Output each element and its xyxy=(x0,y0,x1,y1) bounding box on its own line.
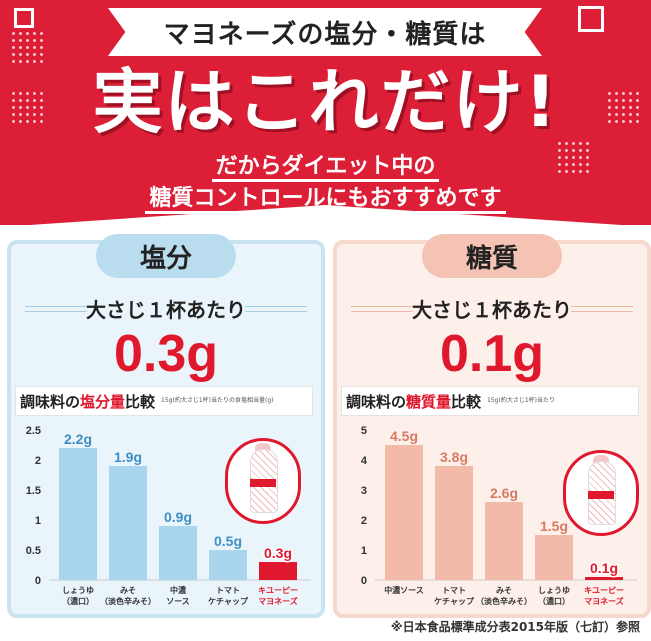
subtitle-line-1: だからダイエット中の xyxy=(0,152,651,182)
x-tick-label: ケチャップ xyxy=(434,596,475,606)
cmp-prefix: 調味料の xyxy=(20,392,81,411)
y-tick-label: 1 xyxy=(361,545,367,557)
x-tick-label: キユーピー xyxy=(258,585,298,595)
bar xyxy=(159,526,197,580)
x-tick-label: しょうゆ xyxy=(62,586,94,595)
salt-amount: 0.3g xyxy=(113,325,219,383)
x-tick-label: しょうゆ xyxy=(538,586,570,595)
x-tick-label: （濃口） xyxy=(62,596,94,606)
data-label: 1.5g xyxy=(540,518,568,534)
salt-tag: 塩分 xyxy=(96,234,236,278)
y-tick-label: 0 xyxy=(35,575,41,587)
y-tick-label: 1 xyxy=(35,515,41,527)
mayonnaise-bottle-icon xyxy=(225,438,301,524)
bar xyxy=(585,577,623,580)
data-label: 0.9g xyxy=(164,509,192,525)
per-spoon-label: 大さじ１杯あたり xyxy=(337,294,647,323)
footnote: ※日本食品標準成分表2015年版（七訂）参照 xyxy=(390,620,640,634)
data-label: 0.3g xyxy=(264,545,292,561)
x-tick-label: 中濃ソース xyxy=(384,585,424,595)
y-tick-label: 0 xyxy=(361,575,367,587)
y-tick-label: 0.5 xyxy=(26,545,41,557)
cmp-suffix: 比較 xyxy=(125,392,156,411)
cmp-highlight: 塩分量 xyxy=(80,392,126,411)
cmp-prefix: 調味料の xyxy=(346,392,407,411)
cmp-note: 15g(約大さじ1杯)当たりの食塩相当量(g) xyxy=(161,397,274,404)
x-tick-label: マヨネーズ xyxy=(584,596,624,606)
y-tick-label: 3 xyxy=(361,485,367,497)
dot-pattern-icon xyxy=(10,30,44,64)
y-tick-label: 2 xyxy=(35,455,41,467)
x-tick-label: マヨネーズ xyxy=(258,596,298,606)
y-tick-label: 2 xyxy=(361,515,367,527)
x-tick-label: キユーピー xyxy=(584,585,624,595)
x-tick-label: トマト xyxy=(442,586,466,595)
y-tick-label: 2.5 xyxy=(26,425,41,437)
x-tick-label: （淡色辛みそ） xyxy=(476,596,532,606)
mayonnaise-bottle-icon xyxy=(563,450,639,536)
data-label: 2.2g xyxy=(64,431,92,447)
sugar-tag: 糖質 xyxy=(422,234,562,278)
x-tick-label: 中濃 xyxy=(170,585,187,595)
x-tick-label: ケチャップ xyxy=(208,596,249,606)
x-tick-label: （淡色辛みそ） xyxy=(100,596,156,606)
dot-pattern-icon xyxy=(556,140,590,174)
data-label: 4.5g xyxy=(390,428,418,444)
x-tick-label: ソース xyxy=(166,597,190,606)
sugar-comparison-header: 調味料の糖質量比較 15g(約大さじ1杯)当たり xyxy=(341,386,639,416)
square-frame-icon xyxy=(578,6,604,32)
cmp-highlight: 糖質量 xyxy=(406,392,452,411)
y-tick-label: 4 xyxy=(361,455,368,467)
salt-comparison-header: 調味料の塩分量比較 15g(約大さじ1杯)当たりの食塩相当量(g) xyxy=(15,386,313,416)
x-tick-label: （濃口） xyxy=(538,596,570,606)
hero-banner: マヨネーズの塩分・糖質は 実はこれだけ! だからダイエット中の 糖質コントロール… xyxy=(0,0,651,225)
bar xyxy=(485,502,523,580)
bar xyxy=(209,550,247,580)
y-tick-label: 5 xyxy=(361,425,367,437)
data-label: 3.8g xyxy=(440,449,468,465)
bar xyxy=(535,535,573,580)
salt-panel: 塩分 大さじ１杯あたり 0.3g 調味料の塩分量比較 15g(約大さじ1杯)当た… xyxy=(7,234,325,618)
data-label: 1.9g xyxy=(114,449,142,465)
data-label: 0.5g xyxy=(214,533,242,549)
sugar-amount: 0.1g xyxy=(439,325,545,383)
salt-bar-chart: 0 0.5 1 1.5 2 2.5 2.2g しょうゆ（濃口） 1.9g みそ（淡色辛みそ） 0.9… xyxy=(26,425,311,606)
headline: 実はこれだけ! xyxy=(92,61,559,143)
dot-pattern-icon xyxy=(10,90,44,124)
dot-pattern-icon xyxy=(606,90,640,124)
cmp-suffix: 比較 xyxy=(451,392,482,411)
x-tick-label: みそ xyxy=(120,586,136,595)
y-tick-label: 1.5 xyxy=(26,485,41,497)
bar xyxy=(259,562,297,580)
per-spoon-label: 大さじ１杯あたり xyxy=(11,294,321,323)
bar xyxy=(59,448,97,580)
title-band: マヨネーズの塩分・糖質は xyxy=(108,8,542,56)
x-tick-label: みそ xyxy=(496,586,512,595)
data-label: 0.1g xyxy=(590,560,618,576)
bar xyxy=(385,445,423,580)
bar xyxy=(109,466,147,580)
bar xyxy=(435,466,473,580)
cmp-note: 15g(約大さじ1杯)当たり xyxy=(487,397,555,404)
sugar-panel: 糖質 大さじ１杯あたり 0.1g 調味料の糖質量比較 15g(約大さじ1杯)当た… xyxy=(333,234,651,618)
data-label: 2.6g xyxy=(490,485,518,501)
x-tick-label: トマト xyxy=(216,586,240,595)
square-frame-icon xyxy=(14,8,34,28)
